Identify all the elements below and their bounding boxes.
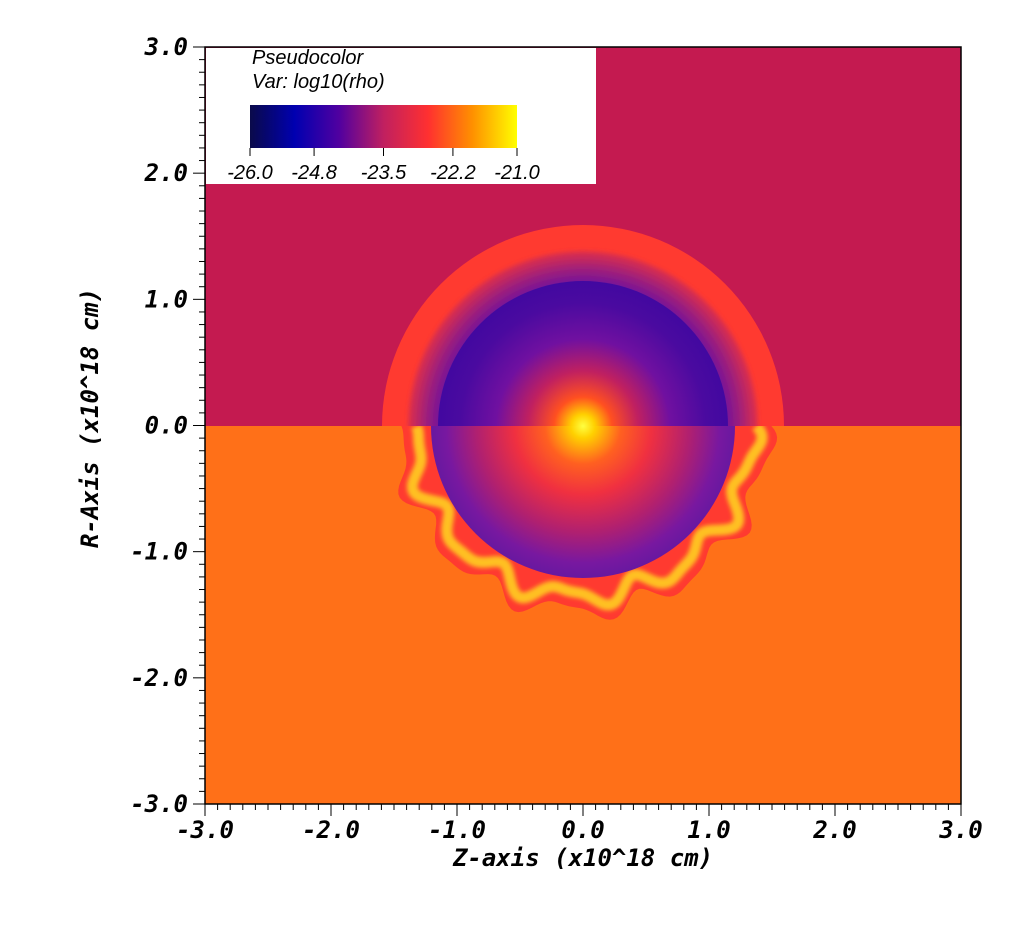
plot-bottom-half [205, 426, 961, 804]
colorbar-tick-label: -24.8 [291, 162, 337, 184]
x-tick-label: -3.0 [176, 816, 234, 844]
x-tick-label: -1.0 [428, 816, 486, 844]
x-tick-label: -2.0 [302, 816, 360, 844]
y-tick-label: 0.0 [145, 412, 188, 440]
top-cavity [438, 281, 728, 426]
y-axis-title: R-Axis (x10^18 cm) [76, 288, 104, 548]
colorbar-tick-label: -21.0 [494, 162, 540, 184]
y-tick-label: -3.0 [130, 790, 188, 818]
colorbar [250, 105, 517, 148]
colorbar-ticks: -26.0 -24.8 -23.5 -22.2 -21.0 [227, 148, 540, 184]
bottom-cavity [431, 426, 735, 578]
y-tick-label: -2.0 [130, 664, 188, 692]
y-axis: 3.0 2.0 1.0 0.0 -1.0 -2.0 -3.0 [130, 33, 205, 818]
x-axis-title: Z-axis (x10^18 cm) [452, 844, 713, 872]
bottom-unstable-front [406, 426, 768, 611]
x-axis: -3.0 -2.0 -1.0 0.0 1.0 2.0 3.0 [176, 804, 983, 844]
legend-title: Pseudocolor [252, 47, 365, 69]
x-tick-label: 0.0 [561, 816, 604, 844]
x-tick-label: 2.0 [812, 816, 856, 844]
legend-variable: Var: log10(rho) [252, 71, 385, 93]
y-tick-label: 3.0 [144, 33, 188, 61]
y-tick-label: 2.0 [144, 159, 188, 187]
legend: Pseudocolor Var: log10(rho) -26.0 -24.8 -2… [206, 47, 596, 184]
colorbar-tick-label: -22.2 [430, 162, 476, 184]
colorbar-tick-label: -23.5 [361, 162, 407, 184]
y-tick-label: 1.0 [145, 285, 188, 313]
x-tick-label: 1.0 [687, 816, 730, 844]
y-tick-label: -1.0 [130, 538, 188, 566]
x-tick-label: 3.0 [938, 816, 982, 844]
colorbar-tick-label: -26.0 [227, 162, 273, 184]
